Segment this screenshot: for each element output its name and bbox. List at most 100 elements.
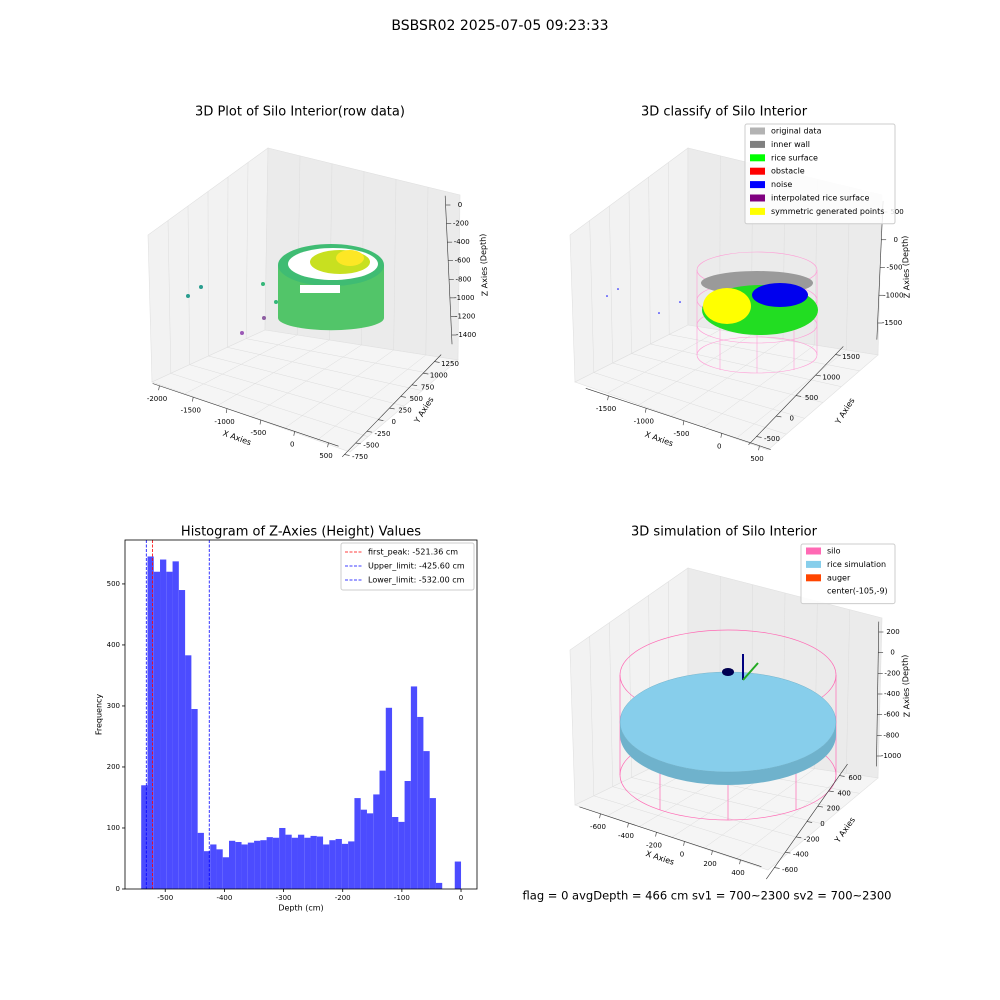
bar (210, 844, 217, 889)
y-tick-label: 250 (398, 407, 411, 415)
legend-swatch (750, 127, 765, 135)
legend-label: inner wall (771, 140, 810, 149)
x-tick (327, 442, 329, 448)
y-tick (796, 836, 802, 839)
x-tick (720, 433, 722, 438)
legend-swatch (750, 167, 765, 175)
pane-line (167, 220, 172, 374)
z-tick-label: -400 (884, 690, 900, 698)
x-tick-label: -200 (646, 841, 662, 849)
y-tick (774, 867, 780, 869)
x-tick-label: 400 (731, 869, 744, 877)
bar (417, 716, 424, 889)
bar (254, 840, 261, 889)
legend-label: obstacle (771, 167, 805, 176)
bar (379, 770, 386, 889)
y-tick (828, 790, 834, 793)
x-tick (158, 385, 160, 391)
z-tick-label: -600 (455, 257, 471, 265)
y-tick-label: 400 (837, 789, 850, 797)
x-axis (152, 383, 339, 447)
bar (316, 836, 324, 889)
bar (341, 843, 349, 889)
bar (272, 837, 280, 889)
y-tick (434, 361, 440, 363)
point-cloud (186, 244, 384, 335)
x-tick (192, 397, 194, 402)
figure-title: BSBSR02 2025-07-05 09:23:33 (391, 18, 608, 34)
y-tick (423, 372, 429, 375)
z-tick-label: 500 (890, 208, 903, 216)
x-tick-label: 500 (319, 452, 332, 460)
z-tick-label: -1500 (882, 319, 902, 327)
bar (304, 837, 311, 889)
legend-label: auger (827, 573, 851, 582)
pane-line (425, 187, 429, 356)
bar (241, 844, 248, 889)
x-axis-label: X Axies (645, 849, 676, 867)
pane-line (589, 220, 595, 373)
x-tick-label: 0 (717, 443, 721, 451)
x-tick-label: -500 (674, 430, 690, 438)
y-tick-label: 500 (107, 580, 120, 588)
legend-label: original data (771, 127, 822, 136)
bar (348, 841, 355, 889)
bar (429, 798, 436, 889)
bar (160, 559, 167, 889)
y-tick-label: -600 (782, 866, 798, 874)
y-tick-label: 1000 (822, 374, 840, 382)
y-tick-label: -250 (375, 430, 391, 438)
y-tick (839, 775, 845, 777)
y-tick (411, 384, 418, 386)
pane-line (227, 176, 229, 348)
bar (147, 556, 154, 889)
pane-line (393, 179, 397, 351)
x-tick (607, 395, 609, 401)
z-tick-label: -1400 (456, 331, 476, 339)
bar (185, 655, 192, 889)
bar (291, 837, 298, 889)
x-tick-label: 0 (459, 894, 463, 902)
y-tick (378, 419, 384, 421)
y-tick-label: 0 (820, 820, 824, 828)
bar (229, 840, 236, 889)
y-tick-label: 400 (107, 641, 120, 649)
x-tick-label: -200 (335, 894, 351, 902)
bar (392, 817, 399, 889)
bar (435, 882, 443, 889)
y-axis-label: Y Axies (832, 816, 857, 846)
y-tick (389, 407, 395, 410)
pane-line (846, 609, 850, 774)
legend-swatch (806, 560, 821, 568)
legend-swatch (750, 140, 765, 148)
bar (197, 832, 204, 889)
bar (166, 571, 173, 889)
y-tick-label: 100 (107, 824, 120, 832)
pane-line (187, 205, 190, 365)
y-tick-label: -500 (363, 441, 379, 449)
x-tick-label: 0 (680, 851, 684, 859)
z-axis-label: Z Axies (Depth) (478, 234, 489, 297)
legend-swatch (750, 154, 765, 162)
y-tick-label: -200 (804, 835, 820, 843)
bar (222, 857, 230, 889)
bar (310, 835, 317, 889)
legend-label: silo (827, 547, 841, 556)
x-tick-label: -1000 (214, 418, 234, 426)
y-tick-label: 0 (392, 418, 396, 426)
bar (354, 798, 361, 889)
y-tick (795, 395, 802, 397)
z-tick-label: 0 (890, 649, 894, 657)
bar (366, 813, 374, 889)
bar (172, 561, 179, 889)
bar (141, 785, 148, 889)
pane-line (609, 622, 613, 787)
chart-title: Histogram of Z-Axies (Height) Values (181, 525, 421, 540)
bar (260, 840, 267, 889)
legend-swatch (750, 207, 765, 215)
y-tick-label: 500 (410, 395, 423, 403)
x-tick-label: 0 (290, 441, 294, 449)
z-tick-label: 0 (458, 201, 462, 209)
z-tick-label: -1200 (455, 312, 475, 320)
x-axis-label: Depth (cm) (278, 904, 323, 913)
